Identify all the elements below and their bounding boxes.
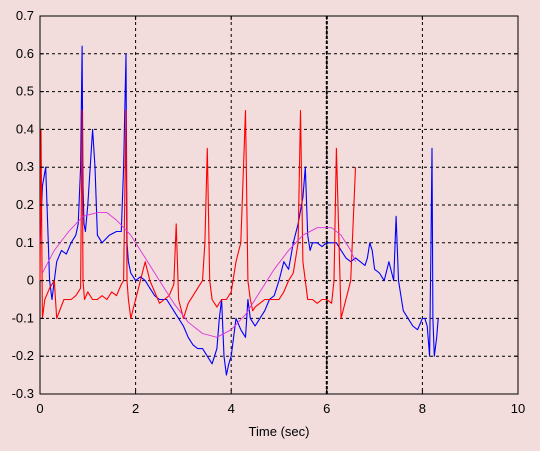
series-line-2 [39, 109, 357, 319]
x-tick-label: 2 [132, 401, 139, 416]
x-tick-label: 8 [419, 401, 426, 416]
y-tick-label: -0.2 [12, 348, 34, 363]
x-tick-label: 0 [36, 401, 43, 416]
series-line-1 [39, 45, 439, 376]
y-tick-label: 0.7 [16, 8, 34, 23]
y-tick-label: -0.1 [12, 310, 34, 325]
x-axis-label: Time (sec) [249, 424, 310, 439]
data-series [39, 45, 439, 376]
series-line-3 [42, 212, 356, 338]
plot-area [39, 15, 519, 395]
y-tick-label: 0.5 [16, 84, 34, 99]
y-tick-label: 0.4 [16, 121, 34, 136]
x-tick-label: 4 [228, 401, 235, 416]
y-tick-label: 0.6 [16, 46, 34, 61]
y-tick-label: 0.2 [16, 197, 34, 212]
x-tick-label: 10 [511, 401, 525, 416]
axis-ticks: 0 2 4 6 8 10 -0.3 -0.2 -0.1 0 0.1 0.2 0.3 0.4 0.5 0.6 0.… [12, 8, 526, 416]
y-tick-label: -0.3 [12, 386, 34, 401]
y-tick-label: 0 [27, 273, 34, 288]
x-tick-label: 6 [323, 401, 330, 416]
y-tick-label: 0.1 [16, 235, 34, 250]
y-tick-label: 0.3 [16, 159, 34, 174]
